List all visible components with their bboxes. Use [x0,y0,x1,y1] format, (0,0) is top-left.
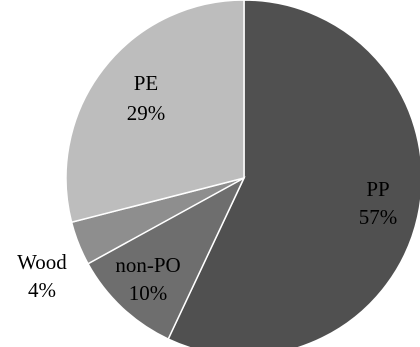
slice-name-label-wood: Wood [17,250,67,274]
slice-percent-label-wood: 4% [28,278,56,302]
slice-name-label-pp: PP [366,177,389,201]
slice-percent-label-pp: 57% [359,205,398,229]
pie-slice-pp [167,0,420,347]
slice-percent-label-pe: 29% [127,101,166,125]
pie-slice-non-po [87,176,246,341]
slice-percent-label-non-po: 10% [129,281,168,305]
slice-name-label-pe: PE [134,71,159,95]
pie-slice-pe [65,0,245,224]
slice-name-label-non-po: non-PO [115,253,180,277]
